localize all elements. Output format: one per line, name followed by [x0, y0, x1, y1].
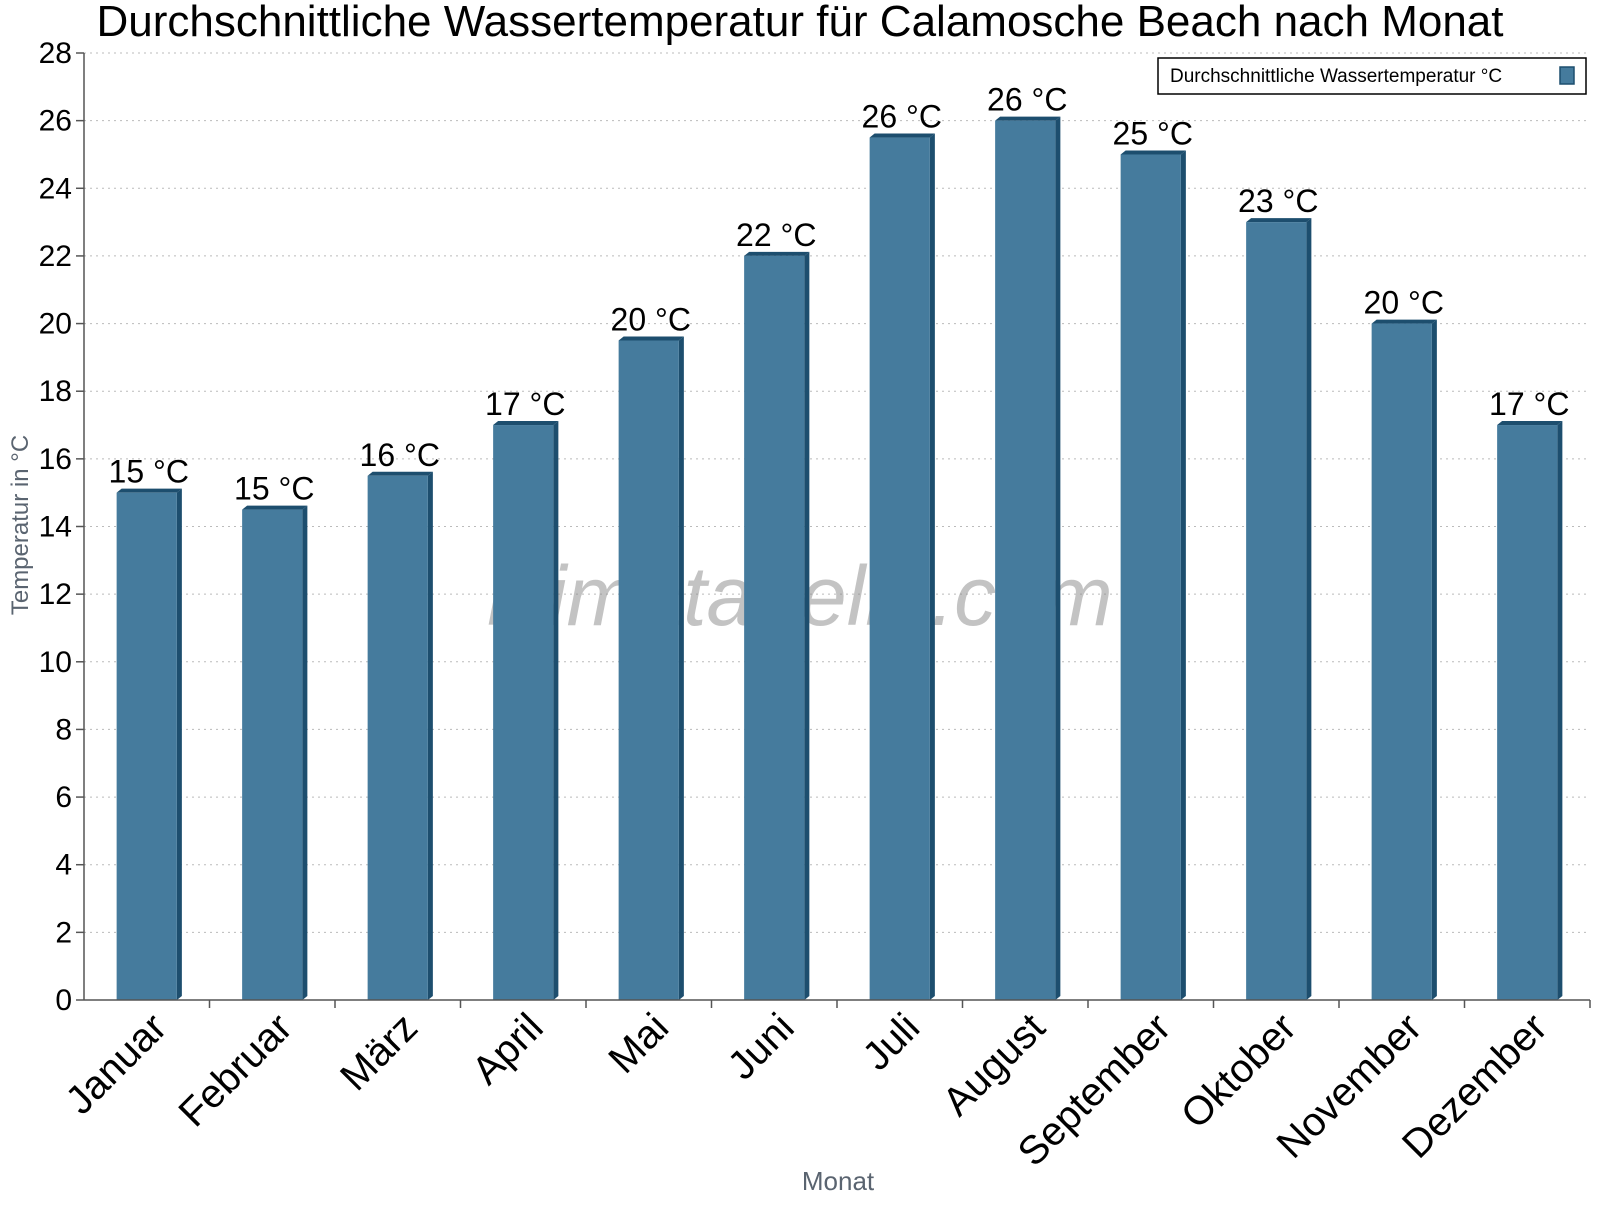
x-tick-label: August — [934, 1005, 1053, 1124]
x-tick-label: Juli — [855, 1005, 929, 1079]
y-tick-label: 2 — [55, 916, 72, 949]
bar-top — [1371, 319, 1437, 324]
x-tick-label: Oktober — [1173, 1005, 1305, 1137]
bar-top — [869, 133, 935, 138]
bars: 15 °C 15 °C 16 °C 17 °C 20 °C 22 °C 26 °C 26 °C… — [109, 82, 1569, 1001]
bar — [869, 137, 930, 1000]
bar-side — [1557, 421, 1563, 1000]
data-label: 26 °C — [987, 82, 1067, 118]
bar — [1120, 154, 1181, 1000]
bar-top — [744, 251, 810, 256]
bar-side — [929, 133, 935, 1000]
data-label: 17 °C — [1489, 386, 1569, 422]
x-axis-label: Monat — [802, 1166, 875, 1196]
bar — [242, 509, 303, 1000]
data-label: 15 °C — [109, 454, 189, 490]
bar-top — [995, 116, 1061, 121]
bar-top — [116, 488, 182, 493]
bar-side — [302, 505, 308, 1000]
bar-side — [1055, 116, 1061, 1000]
y-tick-label: 28 — [39, 37, 72, 70]
bar — [1246, 222, 1307, 1000]
y-tick-label: 12 — [39, 578, 72, 611]
x-tick-label: April — [464, 1005, 552, 1093]
y-tick-label: 22 — [39, 240, 72, 273]
data-label: 15 °C — [234, 471, 314, 507]
bar-top — [618, 336, 684, 341]
x-tick-label: Februar — [170, 1005, 300, 1135]
bar — [367, 475, 428, 1001]
legend-swatch — [1559, 66, 1575, 85]
bar — [116, 492, 177, 1000]
bar-top — [367, 471, 433, 476]
y-tick-label: 26 — [39, 105, 72, 138]
bar-top — [1120, 150, 1186, 155]
bar — [618, 340, 679, 1000]
data-label: 20 °C — [1364, 285, 1444, 321]
y-tick-label: 16 — [39, 443, 72, 476]
bar-side — [678, 336, 684, 1000]
data-label: 16 °C — [360, 437, 440, 473]
y-tick-label: 10 — [39, 646, 72, 679]
bar-top — [1246, 218, 1312, 223]
bar-side — [553, 421, 559, 1000]
legend-box — [1157, 57, 1587, 95]
legend-label: Durchschnittliche Wassertemperatur °C — [1170, 66, 1502, 87]
bar — [1497, 425, 1558, 1000]
data-label: 23 °C — [1238, 183, 1318, 219]
bar-side — [804, 251, 810, 1000]
bar-side — [1431, 319, 1437, 1001]
bar-side — [1306, 218, 1312, 1000]
bar-side — [427, 471, 433, 1001]
y-tick-label: 0 — [55, 984, 72, 1017]
y-tick-label: 6 — [55, 781, 72, 814]
x-tick-label: Juni — [720, 1005, 803, 1088]
data-label: 17 °C — [485, 386, 565, 422]
y-tick-label: 24 — [39, 172, 72, 205]
bar — [493, 425, 554, 1000]
y-tick-label: 8 — [55, 713, 72, 746]
bar — [995, 120, 1056, 1000]
bar-top — [493, 421, 559, 426]
x-tick-label: März — [332, 1005, 426, 1099]
data-label: 20 °C — [611, 301, 691, 337]
y-axis-label: Temperatur in °C — [7, 435, 34, 615]
data-label: 22 °C — [736, 217, 816, 253]
bar-top — [242, 505, 308, 510]
data-label: 26 °C — [862, 99, 942, 135]
x-tick-label: Januar — [58, 1005, 176, 1123]
bar-top — [1497, 421, 1563, 426]
data-label: 25 °C — [1113, 115, 1193, 151]
chart-title: Durchschnittliche Wassertemperatur für C… — [97, 0, 1504, 46]
grid-lines — [84, 52, 1590, 933]
y-tick-label: 20 — [39, 308, 72, 341]
bar-side — [176, 488, 182, 1000]
y-tick-label: 4 — [55, 849, 72, 882]
legend: Durchschnittliche Wassertemperatur °C — [1157, 57, 1587, 95]
bar — [1371, 323, 1432, 1001]
y-tick-label: 18 — [39, 375, 72, 408]
bar-side — [1180, 150, 1186, 1000]
x-tick-label: Mai — [600, 1005, 677, 1082]
bar — [744, 255, 805, 1000]
y-tick-label: 14 — [39, 511, 72, 544]
